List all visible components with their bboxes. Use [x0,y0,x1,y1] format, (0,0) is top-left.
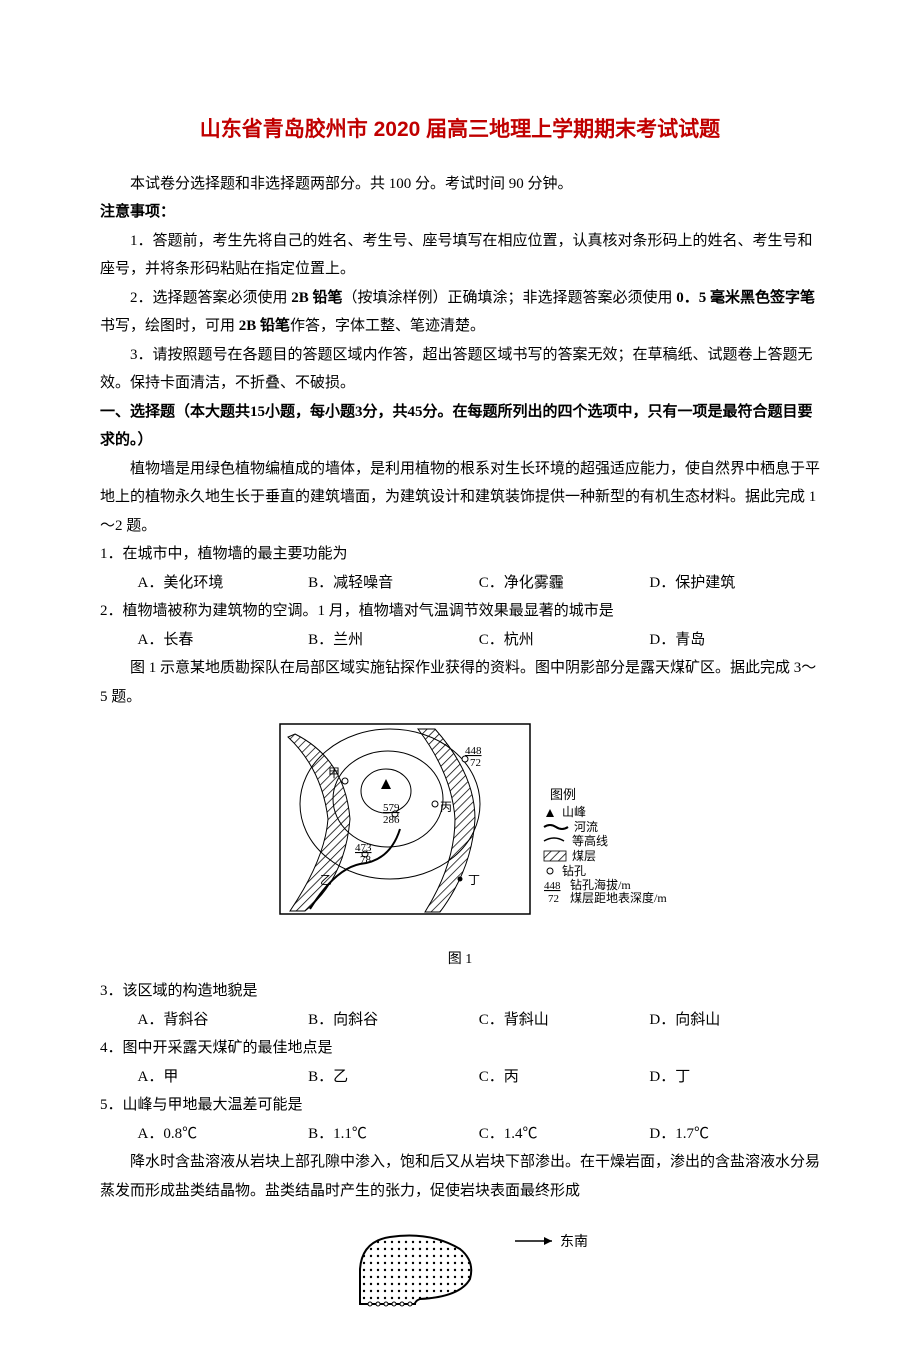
q5-opt-a: A．0.8℃ [138,1120,309,1149]
fig1-l-579: 579 [383,802,400,814]
figure-1-svg: 甲 乙 丙 丁 448 72 579 286 473 78 图例 山峰 河流 等… [250,719,670,934]
q3-opt-b: B．向斜谷 [308,1006,479,1035]
notice-block: 注意事项： 1．答题前，考生先将自己的姓名、考生号、座号填写在相应位置，认真核对… [100,198,820,398]
q4-opt-d: D．丁 [649,1063,820,1092]
q5-opt-b: B．1.1℃ [308,1120,479,1149]
fig1-legend-coal: 煤层 [572,849,596,863]
q4-opt-c: C．丙 [479,1063,650,1092]
q4-opt-a: A．甲 [138,1063,309,1092]
notice-2-bold1: 2B 铅笔 [291,290,342,306]
notice-2a: 2．选择题答案必须使用 [130,290,291,306]
q3-opt-a: A．背斜谷 [138,1006,309,1035]
intro-text: 本试卷分选择题和非选择题两部分。共 100 分。考试时间 90 分钟。 [100,170,820,199]
q2-opt-c: C．杭州 [479,626,650,655]
exam-page: 山东省青岛胶州市 2020 届高三地理上学期期末考试试题 本试卷分选择题和非选择… [0,0,920,1369]
notice-1: 1．答题前，考生先将自己的姓名、考生号、座号填写在相应位置，认真核对条形码上的姓… [100,227,820,284]
fig1-legend-peak: 山峰 [562,805,586,819]
notice-2b: （按填涂样例）正确填涂；非选择题答案必须使用 [343,290,677,306]
q1-options: A．美化环境 B．减轻噪音 C．净化雾霾 D．保护建筑 [100,569,820,598]
q5-opt-d: D．1.7℃ [649,1120,820,1149]
section-1-heading: 一、选择题（本大题共15小题，每小题3分，共45分。在每题所列出的四个选项中，只… [100,398,820,455]
figure-1-caption: 图 1 [100,947,820,974]
q2-options: A．长春 B．兰州 C．杭州 D．青岛 [100,626,820,655]
notice-3: 3．请按照题号在各题目的答题区域内作答，超出答题区域书写的答案无效；在草稿纸、试… [100,341,820,398]
page-title: 山东省青岛胶州市 2020 届高三地理上学期期末考试试题 [100,110,820,150]
notice-2: 2．选择题答案必须使用 2B 铅笔（按填涂样例）正确填涂；非选择题答案必须使用 … [100,284,820,341]
passage-2: 图 1 示意某地质勘探队在局部区域实施钻探作业获得的资料。图中阴影部分是露天煤矿… [100,654,820,711]
fig1-l-448: 448 [465,745,482,757]
q1-opt-a: A．美化环境 [138,569,309,598]
question-3: 3．该区域的构造地貌是 [100,977,820,1006]
q2-opt-b: B．兰州 [308,626,479,655]
fig1-legend-drill: 钻孔 [562,863,586,878]
q1-opt-c: C．净化雾霾 [479,569,650,598]
fig1-legend-title: 图例 [550,787,576,802]
notice-2c: 书写，绘图时，可用 [100,318,239,334]
q2-opt-d: D．青岛 [649,626,820,655]
notice-2-bold2: 0．5 毫米黑色签字笔 [676,290,815,306]
fig1-label-ding: 丁 [468,873,480,887]
fig1-label-yi: 乙 [320,873,332,887]
question-1: 1．在城市中，植物墙的最主要功能为 [100,540,820,569]
fig1-legend-river: 河流 [574,820,598,834]
q2-opt-a: A．长春 [138,626,309,655]
q3-opt-c: C．背斜山 [479,1006,650,1035]
fig1-l-72a: 72 [470,757,481,769]
fig2-arrow-label: 东南 [560,1234,588,1250]
figure-1: 甲 乙 丙 丁 448 72 579 286 473 78 图例 山峰 河流 等… [100,719,820,973]
q4-opt-b: B．乙 [308,1063,479,1092]
fig1-label-bing: 丙 [440,800,452,814]
q5-opt-c: C．1.4℃ [479,1120,650,1149]
figure-2: 东南 [100,1213,820,1325]
question-2: 2．植物墙被称为建筑物的空调。1 月，植物墙对气温调节效果最显著的城市是 [100,597,820,626]
notice-2d: 作答，字体工整、笔迹清楚。 [290,318,485,334]
q1-opt-b: B．减轻噪音 [308,569,479,598]
question-4: 4．图中开采露天煤矿的最佳地点是 [100,1034,820,1063]
fig1-legend-elev: 钻孔海拔/m [570,877,631,892]
q1-opt-d: D．保护建筑 [649,569,820,598]
q5-options: A．0.8℃ B．1.1℃ C．1.4℃ D．1.7℃ [100,1120,820,1149]
fig1-l-473: 473 [355,842,372,854]
fig1-legend-contour: 等高线 [572,833,608,848]
fig1-label-jia: 甲 [328,766,340,780]
notice-2-bold3: 2B 铅笔 [239,318,290,334]
fig1-legend-depth: 煤层距地表深度/m [570,890,667,905]
fig1-legend-72: 72 [548,893,559,905]
q3-opt-d: D．向斜山 [649,1006,820,1035]
passage-3: 降水时含盐溶液从岩块上部孔隙中渗入，饱和后又从岩块下部渗出。在干燥岩面，渗出的含… [100,1148,820,1205]
passage-1: 植物墙是用绿色植物编植成的墙体，是利用植物的根系对生长环境的超强适应能力，使自然… [100,455,820,541]
q3-options: A．背斜谷 B．向斜谷 C．背斜山 D．向斜山 [100,1006,820,1035]
fig1-l-78: 78 [360,854,372,866]
fig1-legend-448: 448 [544,880,561,892]
fig1-l-286: 286 [383,814,400,826]
q4-options: A．甲 B．乙 C．丙 D．丁 [100,1063,820,1092]
figure-2-svg: 东南 [320,1219,600,1314]
question-5: 5．山峰与甲地最大温差可能是 [100,1091,820,1120]
notice-heading: 注意事项： [100,198,820,227]
